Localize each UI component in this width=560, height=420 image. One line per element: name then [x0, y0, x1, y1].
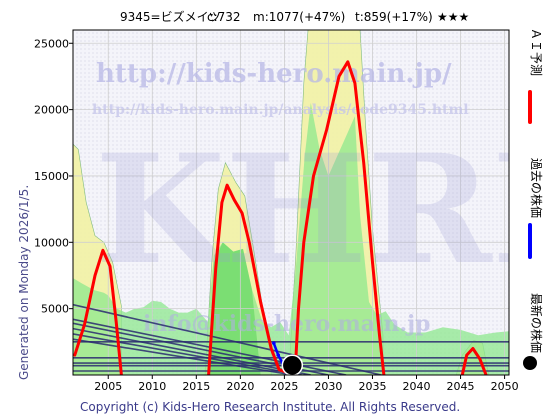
y-axis: 5000 10000 15000 20000 25000: [34, 37, 73, 316]
plot-frame: [72, 29, 510, 376]
target-price: t:859(+17%): [355, 10, 433, 24]
watermark-analysis-url: http://kids-hero.main.jp/analysis/code93…: [92, 102, 469, 118]
trend-line-4: [73, 333, 303, 375]
x-tick-label-2005: 2005: [94, 380, 122, 393]
x-tick-label-2020: 2020: [226, 380, 254, 393]
latest-price-marker: [281, 354, 304, 375]
forecast-line-segment-2: [460, 347, 488, 375]
forecast-line-segment-0: [73, 248, 123, 375]
y-tick-label-20000: 20000: [34, 104, 69, 117]
history-point-0: [272, 341, 276, 345]
x-tick-label-2050: 2050: [491, 380, 519, 393]
copyright-footer: Copyright (c) Kids-Hero Research Institu…: [80, 400, 460, 414]
current-price: c:732: [207, 10, 241, 24]
x-tick-label-2035: 2035: [358, 380, 386, 393]
legend-swatch-2: [523, 356, 537, 370]
gridlines: [73, 30, 509, 375]
trend-line-0: [73, 303, 385, 375]
legend-label-1: 過去の株価: [529, 158, 544, 218]
chart-header: 9345=ビズメイツ c:732 m:1077(+47%) t:859(+17%…: [120, 9, 469, 24]
median-price: m:1077(+47%): [253, 10, 345, 24]
x-axis: 2005 2010 2015 2020 2025 2030 2035 2040 2045 2050: [94, 375, 519, 393]
watermark-brand: KHRI: [95, 122, 560, 298]
green-band-0: [73, 103, 509, 375]
stock-code-name: 9345=ビズメイツ: [120, 9, 221, 24]
history-point-1: [276, 353, 281, 357]
x-tick-label-2010: 2010: [138, 380, 166, 393]
generated-date-note: Generated on Monday 2026/1/5.: [17, 185, 31, 380]
y-tick-label-10000: 10000: [34, 236, 69, 249]
forecast-line-segment-1: [207, 60, 386, 375]
x-tick-label-2045: 2045: [447, 380, 475, 393]
data-series: [73, 60, 488, 375]
rating-stars: ★★★: [437, 10, 469, 24]
legend-label-2: 最新の株価: [529, 293, 544, 353]
y-tick-label-15000: 15000: [34, 170, 69, 183]
x-tick-label-2025: 2025: [270, 380, 298, 393]
legend-label-0: ＡＩ予測: [529, 28, 543, 76]
y-tick-label-5000: 5000: [41, 303, 69, 316]
y-tick-label-25000: 25000: [34, 37, 69, 50]
watermark-email: info@kids-hero.main.jp: [143, 311, 430, 337]
x-tick-label-2030: 2030: [314, 380, 342, 393]
x-tick-label-2015: 2015: [182, 380, 210, 393]
trend-line-3: [73, 327, 311, 375]
watermark-url: http://kids-hero.main.jp/: [96, 59, 452, 89]
x-tick-label-2040: 2040: [403, 380, 431, 393]
